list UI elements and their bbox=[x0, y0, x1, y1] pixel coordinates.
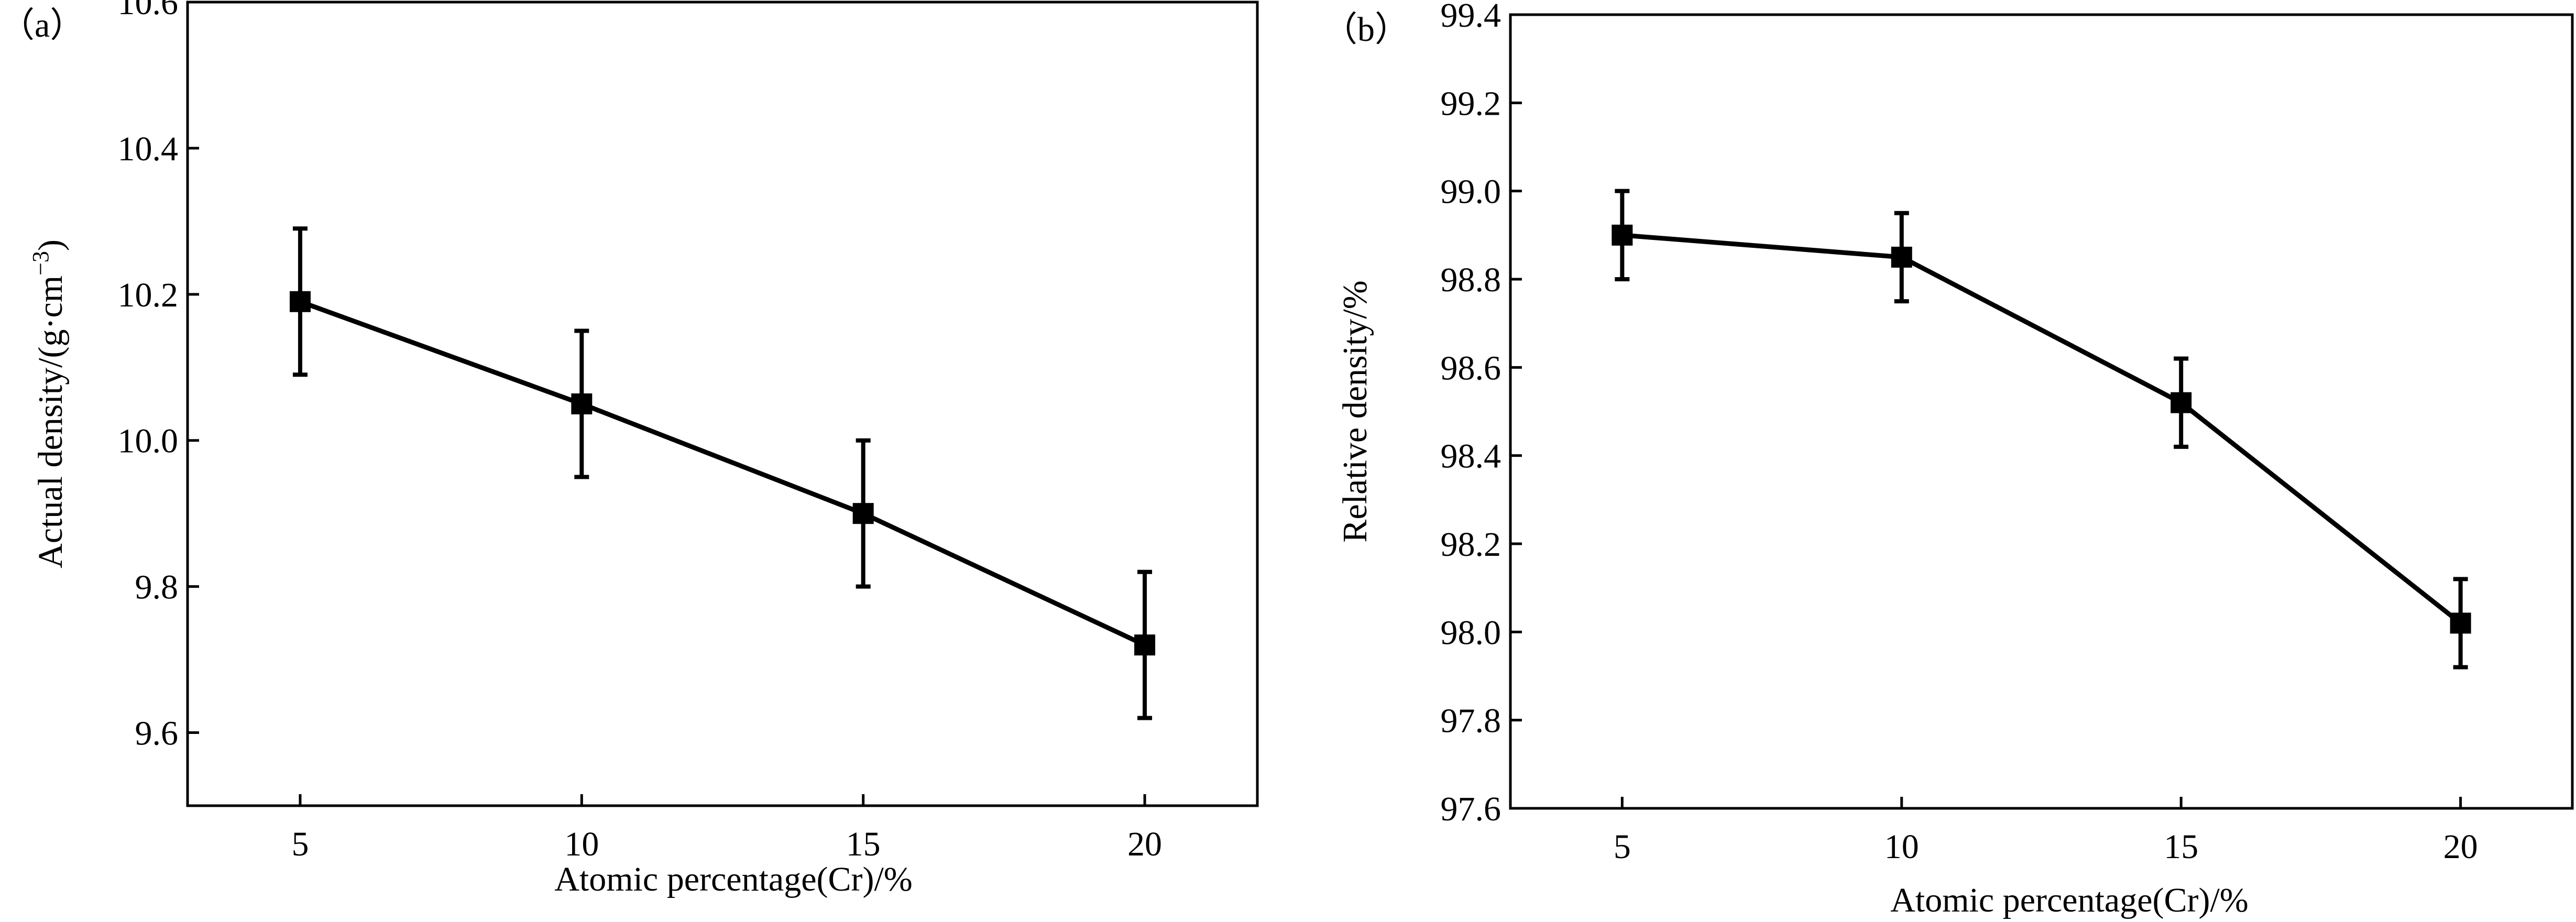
y-tick-label: 98.4 bbox=[1441, 437, 1501, 476]
y-tick-label: 98.0 bbox=[1441, 613, 1501, 652]
y-tick-label: 99.4 bbox=[1441, 0, 1501, 35]
y-tick-label: 10.2 bbox=[118, 276, 179, 314]
series-line bbox=[299, 299, 1146, 647]
x-axis-title: Atomic percentage(Cr)/% bbox=[554, 860, 913, 898]
y-axis-title-closing: ) bbox=[31, 239, 70, 251]
y-axis-title: Relative density/% bbox=[1336, 280, 1374, 542]
y-tick-label: 97.6 bbox=[1441, 790, 1501, 828]
data-point-marker bbox=[571, 393, 593, 414]
y-axis-title-superscript: −3 bbox=[28, 251, 53, 276]
y-tick-label: 98.2 bbox=[1441, 525, 1501, 564]
plot-frame bbox=[186, 1, 1259, 807]
data-point-marker bbox=[1134, 634, 1156, 656]
chart-panel-a: 5 10 15 20 9.6 9.8 10.0 10.2 10.4 10.6 （a） Atomic p… bbox=[0, 0, 1259, 898]
panel-label: （a） bbox=[0, 6, 84, 45]
data-point-marker bbox=[2450, 612, 2471, 634]
x-tick-label: 20 bbox=[2443, 828, 2478, 866]
x-tick-label: 15 bbox=[846, 825, 881, 863]
x-tick-label: 20 bbox=[1127, 825, 1162, 863]
data-point-marker bbox=[1891, 246, 1912, 268]
y-tick-label: 97.8 bbox=[1441, 702, 1501, 740]
y-axis-title-text: Relative density/% bbox=[1336, 280, 1374, 542]
x-axis-title: Atomic percentage(Cr)/% bbox=[1890, 881, 2249, 919]
y-tick-label: 99.0 bbox=[1441, 173, 1501, 211]
data-point-marker bbox=[1612, 224, 1633, 246]
panel-label: （b） bbox=[1323, 10, 1409, 49]
x-tick-label: 10 bbox=[1884, 828, 1919, 866]
y-tick-label: 98.6 bbox=[1441, 349, 1501, 387]
data-point-marker bbox=[852, 503, 874, 524]
y-tick-label: 98.8 bbox=[1441, 261, 1501, 299]
series-line bbox=[1622, 233, 2462, 625]
data-point-marker bbox=[2171, 392, 2192, 413]
y-axis-title: Actual density/(g·cm−3) bbox=[28, 239, 70, 568]
plot-frame bbox=[1509, 13, 2574, 810]
y-tick-label: 99.2 bbox=[1441, 84, 1501, 123]
x-tick-label: 15 bbox=[2164, 828, 2198, 866]
y-axis-title-text: Actual density/(g·cm bbox=[31, 276, 70, 568]
y-tick-label: 10.4 bbox=[118, 130, 179, 168]
x-tick-label: 5 bbox=[1614, 828, 1631, 866]
y-tick-label: 10.6 bbox=[118, 0, 179, 22]
chart-panel-b: 5 10 15 20 97.6 97.8 98.0 98.2 98.4 98.6 98.8 99.0 9… bbox=[1323, 0, 2574, 919]
data-point-marker bbox=[289, 291, 311, 312]
y-tick-label: 10.0 bbox=[118, 422, 179, 460]
x-tick-label: 10 bbox=[564, 825, 599, 863]
y-tick-label: 9.6 bbox=[135, 715, 179, 753]
x-tick-label: 5 bbox=[291, 825, 309, 863]
y-tick-label: 9.8 bbox=[135, 568, 179, 607]
